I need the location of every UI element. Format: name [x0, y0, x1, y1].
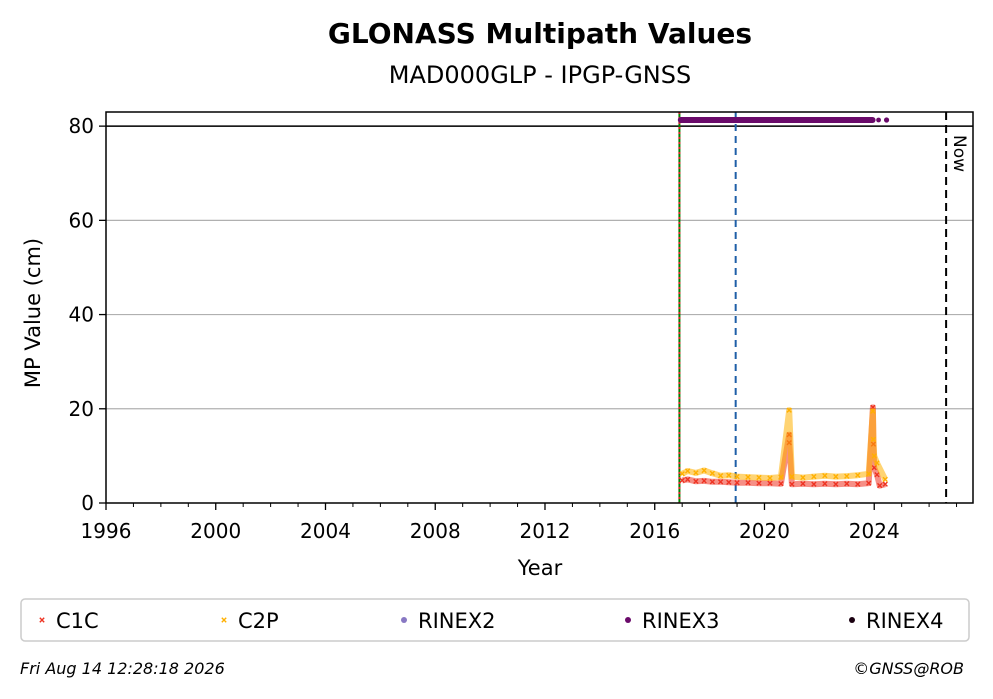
legend: C1C C2P RINEX2 RINEX3 RINEX4	[20, 598, 970, 642]
c1c-point	[855, 481, 861, 487]
event-marker-layer: Now	[678, 112, 969, 503]
x-tick-label: 1996	[81, 519, 132, 543]
c1c-point	[866, 480, 872, 486]
footer-credit: ©GNSS@ROB	[853, 659, 964, 678]
y-tick-label: 80	[69, 114, 94, 138]
legend-label: RINEX4	[866, 609, 944, 633]
c1c-point	[844, 480, 850, 487]
c1c-point	[789, 481, 795, 487]
c2p-point	[717, 472, 724, 479]
plot-area-frame	[105, 111, 974, 504]
c2p-point	[701, 467, 707, 474]
legend-label: RINEX2	[418, 609, 496, 633]
x-tick-label: 2004	[300, 519, 351, 543]
c2p-point	[855, 472, 861, 478]
legend-label: C2P	[238, 609, 279, 633]
c2p-point	[684, 468, 691, 474]
c1c-point	[767, 480, 773, 486]
c1c-point	[822, 480, 828, 487]
c1c-point	[882, 481, 888, 487]
c2p-trace	[680, 407, 888, 481]
legend-label: C1C	[56, 609, 99, 633]
legend-frame	[20, 598, 970, 642]
c2p-point	[870, 436, 877, 443]
c2p-point	[822, 472, 828, 479]
c2p-point	[871, 453, 877, 459]
x-tick-label: 2020	[739, 519, 790, 543]
c2p-point	[767, 475, 773, 481]
c2p-point	[734, 473, 740, 480]
c1c-point	[701, 478, 707, 484]
c1c-point	[679, 477, 685, 484]
legend-label: RINEX3	[642, 609, 720, 633]
x-tick-label: 2024	[849, 519, 900, 543]
rinex3-point	[678, 117, 684, 123]
c1c-point	[778, 480, 784, 487]
c1c-point	[745, 480, 751, 486]
c1c-point	[693, 478, 699, 485]
x-tick-label: 2012	[520, 519, 571, 543]
footer-timestamp: Fri Aug 14 12:28:18 2026	[20, 659, 225, 678]
rinex3-point	[876, 117, 881, 123]
c2p-point	[709, 470, 716, 477]
c2p-point	[679, 471, 685, 477]
c1c-point	[756, 480, 762, 486]
c1c-point	[877, 482, 883, 489]
legend-marker-rinex4	[849, 617, 855, 623]
c2p-point	[882, 476, 888, 483]
c2p-point	[726, 472, 732, 478]
x-tick-label: 2000	[190, 519, 241, 543]
grid-layer	[106, 125, 973, 410]
series-rinex3	[677, 117, 890, 124]
c2p-point	[693, 470, 699, 476]
legend-marker-c1c	[39, 617, 45, 623]
legend-marker-c2p	[221, 617, 227, 623]
x-axis-label: Year	[517, 556, 563, 580]
chart-title: GLONASS Multipath Values	[328, 17, 752, 50]
series-c2p	[679, 407, 888, 483]
c1c-point	[734, 480, 740, 486]
c1c-point	[717, 479, 724, 485]
c1c-point	[800, 480, 806, 487]
y-tick-label: 20	[69, 397, 94, 421]
c1c-point	[709, 479, 716, 485]
y-axis-label: MP Value (cm)	[21, 238, 45, 388]
rinex3-point	[883, 117, 890, 123]
c2p-point	[866, 471, 872, 477]
chart-subtitle: MAD000GLP - IPGP-GNSS	[389, 61, 691, 89]
legend-marker-rinex3	[625, 617, 631, 623]
data-layer	[677, 117, 890, 489]
c2p-point	[874, 460, 880, 466]
y-tick-label: 60	[69, 208, 94, 232]
c1c-point	[726, 479, 732, 485]
c2p-point	[789, 473, 795, 480]
y-tick-label: 40	[69, 303, 94, 327]
legend-marker-rinex2	[401, 617, 407, 623]
c1c-point	[833, 481, 839, 487]
c1c-point	[684, 476, 691, 483]
c2p-point	[811, 473, 817, 480]
y-tick-label: 0	[81, 491, 94, 515]
x-tick-label: 2016	[629, 519, 680, 543]
c2p-point	[745, 474, 751, 480]
c2p-point	[844, 473, 850, 479]
c2p-point	[870, 408, 876, 414]
c2p-point	[786, 407, 792, 413]
x-tick-label: 2008	[410, 519, 461, 543]
c2p-point	[800, 474, 806, 481]
axis-layer: 0 20 40 60 80 1996 2000 2004 2008 2012 2016 2020 202…	[69, 114, 958, 543]
c2p-point	[833, 473, 839, 480]
c1c-point	[874, 472, 880, 478]
now-label: Now	[949, 135, 969, 172]
c1c-point	[811, 481, 817, 487]
c2p-point	[778, 474, 784, 480]
c2p-point	[756, 474, 762, 481]
